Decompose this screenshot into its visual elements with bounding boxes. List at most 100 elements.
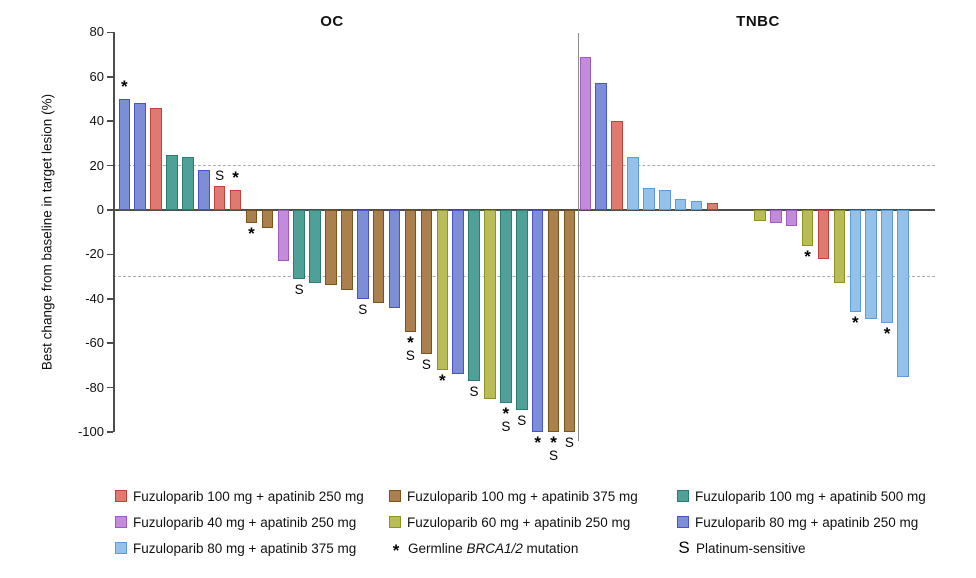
legend-swatch-fz40ap250 bbox=[115, 516, 127, 528]
legend-item: Fuzuloparib 80 mg + apatinib 250 mg bbox=[677, 513, 918, 531]
y-tick--20 bbox=[107, 253, 113, 256]
brca-marker: * bbox=[438, 370, 446, 390]
y-tick--40 bbox=[107, 298, 113, 300]
bar-oc-1 bbox=[118, 99, 130, 210]
bar-oc-6 bbox=[198, 170, 210, 210]
bar-oc-22 bbox=[452, 210, 464, 375]
bar-tnbc-15 bbox=[833, 210, 846, 284]
bar-oc-20 bbox=[420, 210, 433, 355]
bar-oc-16 bbox=[357, 210, 369, 299]
y-tick-label--60: -60 bbox=[85, 335, 104, 351]
platinum-marker: S bbox=[501, 419, 511, 435]
bar-tnbc-4 bbox=[627, 156, 639, 210]
y-tick-20 bbox=[107, 164, 113, 167]
legend-swatch-fz100ap250 bbox=[115, 490, 127, 502]
legend-swatch-fz100ap500 bbox=[677, 490, 689, 502]
legend-swatch-fz60ap250 bbox=[389, 516, 401, 528]
bar-tnbc-6 bbox=[659, 190, 671, 210]
y-tick-40 bbox=[107, 120, 113, 122]
bar-tnbc-8 bbox=[690, 201, 703, 210]
bar-tnbc-7 bbox=[674, 198, 687, 210]
bar-oc-23 bbox=[468, 210, 480, 381]
brca-marker: * bbox=[804, 246, 811, 266]
bar-tnbc-5 bbox=[643, 187, 655, 210]
legend-item: S Platinum-sensitive bbox=[677, 539, 805, 557]
legend-label: Fuzuloparib 60 mg + apatinib 250 mg bbox=[407, 514, 631, 530]
bar-oc-7 bbox=[213, 185, 226, 210]
bar-oc-24 bbox=[484, 210, 496, 399]
bar-tnbc-1 bbox=[579, 56, 591, 210]
bar-tnbc-3 bbox=[611, 121, 623, 210]
legend-label: Fuzuloparib 80 mg + apatinib 375 mg bbox=[133, 540, 357, 556]
bar-oc-29 bbox=[563, 210, 576, 432]
brca-marker: * bbox=[502, 404, 510, 424]
legend-swatch-fz100ap375 bbox=[389, 490, 401, 502]
platinum-marker: S bbox=[421, 357, 431, 373]
legend-label: Fuzuloparib 100 mg + apatinib 500 mg bbox=[695, 488, 926, 504]
legend-label: Fuzuloparib 80 mg + apatinib 250 mg bbox=[695, 514, 919, 530]
brca-marker: * bbox=[883, 324, 891, 344]
bar-tnbc-19 bbox=[897, 210, 909, 377]
platinum-marker: S bbox=[358, 301, 368, 317]
bar-tnbc-9 bbox=[706, 203, 719, 210]
panel-title-oc: OC bbox=[320, 13, 344, 30]
bar-oc-13 bbox=[309, 210, 321, 284]
y-tick--80 bbox=[107, 386, 113, 389]
bar-oc-9 bbox=[245, 210, 258, 224]
brca-marker: * bbox=[407, 333, 414, 353]
bar-oc-17 bbox=[372, 210, 385, 304]
platinum-marker: S bbox=[215, 167, 225, 183]
bar-oc-27 bbox=[531, 210, 544, 432]
bar-oc-25 bbox=[500, 210, 512, 404]
reference-line-20 bbox=[113, 164, 935, 166]
legend-item: Fuzuloparib 100 mg + apatinib 375 mg bbox=[389, 487, 638, 505]
bar-tnbc-2 bbox=[595, 83, 607, 210]
legend-label: Germline BRCA1/2 mutation bbox=[408, 540, 579, 556]
panel-divider bbox=[577, 33, 579, 441]
bar-oc-11 bbox=[277, 210, 289, 262]
legend-item: * Germline BRCA1/2 mutation bbox=[389, 539, 579, 560]
bar-oc-14 bbox=[325, 210, 337, 286]
legend-swatch-fz80ap250 bbox=[677, 516, 689, 528]
platinum-marker: S bbox=[564, 435, 574, 450]
platinum-marker: S bbox=[294, 281, 304, 297]
brca-marker: * bbox=[232, 168, 239, 188]
legend-label: Fuzuloparib 100 mg + apatinib 375 mg bbox=[407, 488, 638, 504]
y-tick-label--40: -40 bbox=[85, 290, 104, 306]
bar-oc-3 bbox=[150, 107, 162, 210]
y-axis-line bbox=[113, 32, 115, 432]
bar-oc-12 bbox=[293, 210, 305, 279]
legend-item: Fuzuloparib 100 mg + apatinib 500 mg bbox=[677, 487, 926, 505]
panel-title-tnbc: TNBC bbox=[736, 13, 780, 30]
brca-marker: * bbox=[550, 433, 557, 452]
bar-oc-18 bbox=[388, 210, 401, 308]
platinum-marker: S bbox=[517, 412, 527, 428]
legend-item: Fuzuloparib 80 mg + apatinib 375 mg bbox=[115, 539, 356, 557]
brca-symbol: * bbox=[392, 541, 400, 560]
bar-oc-8 bbox=[229, 190, 242, 210]
legend-item: Fuzuloparib 60 mg + apatinib 250 mg bbox=[389, 513, 630, 531]
bar-tnbc-17 bbox=[865, 210, 877, 319]
y-tick-label-40: 40 bbox=[89, 113, 104, 129]
legend-label: Fuzuloparib 100 mg + apatinib 250 mg bbox=[133, 488, 364, 504]
bar-tnbc-16 bbox=[849, 210, 861, 313]
bar-oc-21 bbox=[436, 210, 448, 370]
legend-swatch-fz80ap375 bbox=[115, 542, 127, 554]
bar-oc-4 bbox=[166, 154, 178, 210]
bar-tnbc-10 bbox=[754, 210, 766, 222]
legend-label: Fuzuloparib 40 mg + apatinib 250 mg bbox=[133, 514, 357, 530]
bar-oc-15 bbox=[341, 210, 353, 290]
y-tick-0 bbox=[107, 209, 113, 211]
bar-tnbc-13 bbox=[801, 210, 814, 246]
y-tick--100 bbox=[107, 431, 113, 433]
platinum-marker: S bbox=[469, 383, 479, 399]
legend-item: Fuzuloparib 100 mg + apatinib 250 mg bbox=[115, 487, 364, 505]
y-tick--60 bbox=[107, 342, 113, 344]
y-tick-label--100: -100 bbox=[77, 424, 104, 439]
bar-tnbc-11 bbox=[770, 210, 782, 224]
bar-oc-5 bbox=[182, 156, 194, 210]
y-tick-80 bbox=[107, 31, 113, 34]
y-tick-label-60: 60 bbox=[89, 68, 104, 84]
